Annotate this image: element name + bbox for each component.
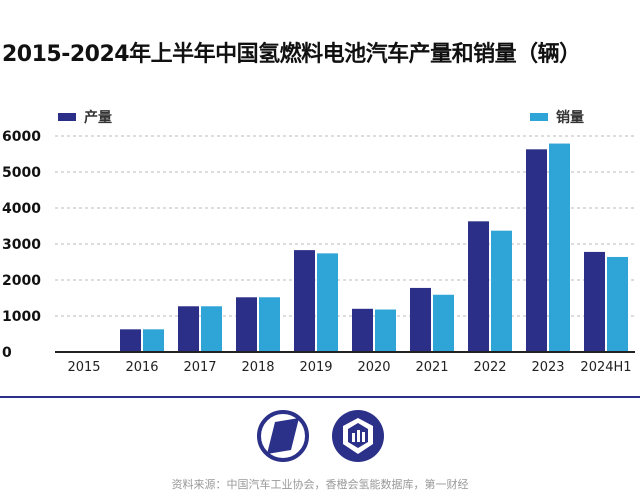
x-tick-label: 2021 — [415, 360, 448, 375]
data-logo-icon — [332, 410, 384, 462]
x-tick-label: 2022 — [473, 360, 506, 375]
bar-production-2016 — [120, 329, 141, 352]
legend-sales: 销量 — [530, 107, 584, 127]
bar-sales-2023 — [549, 143, 570, 352]
bar-sales-2018 — [259, 297, 280, 352]
x-tick-label: 2020 — [357, 360, 390, 375]
x-tick-label: 2024H1 — [580, 360, 631, 375]
legend-label-sales: 销量 — [556, 110, 584, 126]
bar-production-2019 — [294, 250, 315, 352]
x-tick-label: 2015 — [67, 360, 100, 375]
x-tick-label: 2023 — [531, 360, 564, 375]
bar-sales-2024H1 — [607, 256, 628, 352]
bar-sales-2022 — [491, 230, 512, 352]
y-tick-label: 2000 — [2, 273, 41, 289]
legend-swatch-production — [58, 113, 76, 121]
bar-production-2022 — [468, 221, 489, 352]
bar-sales-2017 — [201, 306, 222, 352]
bar-sales-2016 — [143, 329, 164, 352]
divider — [0, 396, 640, 398]
bar-sales-2021 — [433, 294, 454, 352]
legend-label-production: 产量 — [84, 110, 112, 126]
x-tick-label: 2016 — [125, 360, 158, 375]
legend-production: 产量 — [58, 107, 112, 127]
y-tick-label: 4000 — [2, 201, 41, 217]
y-tick-label: 5000 — [2, 165, 41, 181]
x-tick-label: 2018 — [241, 360, 274, 375]
bar-production-2021 — [410, 287, 431, 352]
yicai-logo-icon — [257, 410, 309, 462]
x-tick-label: 2017 — [183, 360, 216, 375]
y-tick-label: 1000 — [2, 309, 41, 325]
y-tick-label: 0 — [2, 345, 12, 361]
bar-chart: 0 1000 2000 3000 4000 5000 6000 2015 2016 2017 201… — [2, 129, 635, 375]
x-tick-label: 2019 — [299, 360, 332, 375]
bar-production-2017 — [178, 306, 199, 352]
bar-production-2024H1 — [584, 251, 605, 352]
bar-sales-2019 — [317, 253, 338, 352]
bar-production-2020 — [352, 308, 373, 352]
bar-production-2018 — [236, 297, 257, 352]
y-tick-label: 6000 — [2, 129, 41, 145]
bar-production-2023 — [526, 149, 547, 352]
chart-title: 2015-2024年上半年中国氢燃料电池汽车产量和销量（辆） — [2, 42, 581, 67]
y-tick-label: 3000 — [2, 237, 41, 253]
bar-sales-2020 — [375, 309, 396, 352]
source-note: 资料来源：中国汽车工业协会，香橙会氢能数据库，第一财经 — [171, 478, 469, 491]
legend-swatch-sales — [530, 113, 548, 121]
